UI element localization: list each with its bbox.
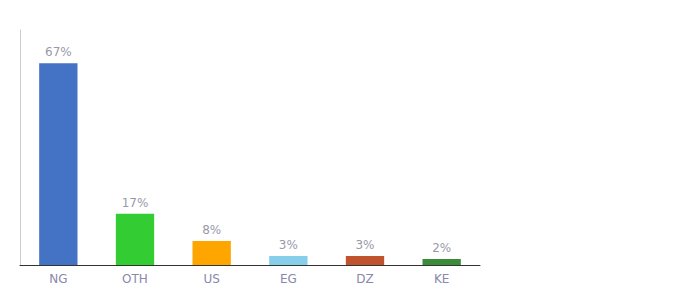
svg-text:KE: KE <box>434 272 449 286</box>
svg-text:OTH: OTH <box>122 272 148 286</box>
svg-text:DZ: DZ <box>356 272 373 286</box>
svg-text:3%: 3% <box>355 238 374 252</box>
svg-text:NG: NG <box>49 272 67 286</box>
svg-text:2%: 2% <box>432 241 451 255</box>
svg-text:8%: 8% <box>202 223 221 237</box>
svg-text:US: US <box>203 272 219 286</box>
svg-text:3%: 3% <box>279 238 298 252</box>
svg-text:EG: EG <box>280 272 297 286</box>
svg-text:67%: 67% <box>45 45 72 59</box>
svg-text:17%: 17% <box>122 196 149 210</box>
